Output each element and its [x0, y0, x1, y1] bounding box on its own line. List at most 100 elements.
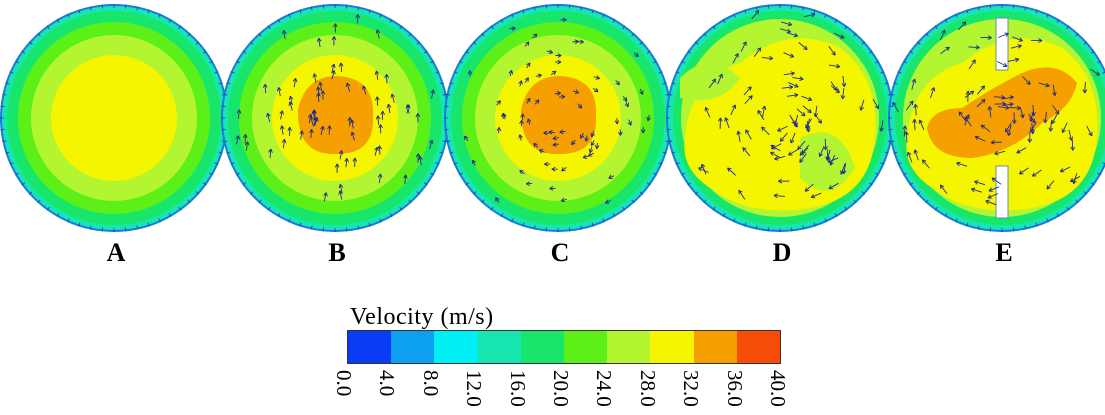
velocity-vector [912, 118, 917, 131]
velocity-vector [998, 32, 1009, 38]
velocity-vector [549, 186, 556, 191]
velocity-vector [798, 42, 808, 50]
colorbar-swatch [477, 331, 521, 363]
rim-vector [230, 71, 235, 74]
velocity-vector [796, 108, 806, 117]
rim-vector [1083, 191, 1087, 195]
velocity-vector [708, 78, 716, 89]
baffle-top [995, 17, 1009, 71]
velocity-vector [554, 91, 561, 96]
contour-panel-c [444, 4, 672, 232]
velocity-vector [828, 46, 836, 56]
rim-vector [844, 206, 848, 211]
velocity-vector [560, 197, 567, 203]
colorbar-tick-label: 28.0 [635, 370, 660, 407]
velocity-vector [1031, 169, 1042, 177]
velocity-vector [872, 98, 879, 110]
rim-vector [136, 6, 139, 11]
velocity-vector [1002, 95, 1014, 100]
rim-vector [209, 172, 213, 176]
rim-vector [966, 222, 969, 227]
velocity-vector [535, 73, 542, 78]
rim-vector [722, 19, 726, 23]
rim-vector [1075, 33, 1079, 37]
velocity-vector [312, 73, 318, 83]
rim-vector [473, 191, 477, 195]
velocity-vector [588, 146, 594, 154]
rim-vector [439, 82, 444, 85]
velocity-vector [757, 110, 765, 120]
colorbar-swatch [736, 331, 781, 363]
rim-vector [408, 33, 412, 37]
rim-vector [861, 191, 865, 195]
velocity-vector [622, 96, 628, 102]
rim-vector [250, 191, 254, 195]
rim-vector [1066, 206, 1070, 211]
rim-vector [612, 19, 616, 23]
colorbar-swatch [434, 331, 478, 363]
rim-vector [399, 25, 403, 30]
colorbar-tick-label: 8.0 [418, 370, 443, 397]
velocity-vector [377, 173, 383, 183]
velocity-vector [904, 131, 909, 143]
velocity-vector [1059, 166, 1071, 173]
velocity-vector [593, 75, 600, 80]
rim-vector [880, 162, 885, 165]
velocity-vector [724, 117, 730, 129]
velocity-vector [292, 77, 298, 88]
rim-vector [236, 172, 240, 176]
rim-vector [668, 140, 673, 143]
velocity-vector [555, 53, 562, 58]
velocity-vector [1029, 110, 1034, 122]
rim-vector [250, 41, 254, 45]
velocity-vector [307, 113, 313, 124]
velocity-vector [334, 163, 340, 173]
rim-vector [37, 33, 41, 37]
velocity-vector [1007, 57, 1020, 63]
velocity-vector [996, 61, 1008, 67]
colorbar-swatch [693, 331, 737, 363]
velocity-vector [990, 140, 1003, 145]
velocity-vector [814, 114, 822, 124]
velocity-vector [519, 120, 524, 127]
rim-vector [662, 82, 667, 85]
rim-vector [435, 162, 440, 165]
rim-vector [687, 182, 692, 186]
rim-vector [802, 6, 805, 11]
rim-vector [37, 199, 41, 203]
rim-vector [712, 25, 716, 30]
rim-vector [1056, 19, 1060, 23]
velocity-vector [1011, 112, 1017, 124]
rim-vector [893, 82, 898, 85]
rim-vector [236, 60, 240, 64]
velocity-vector [520, 113, 525, 120]
rim-vector [977, 225, 980, 230]
velocity-vector [496, 127, 502, 134]
velocity-vector [518, 134, 523, 141]
velocity-vector [571, 139, 576, 146]
velocity-vector [1061, 122, 1068, 134]
velocity-vector [778, 178, 790, 184]
velocity-vector [804, 183, 814, 192]
rim-vector [875, 172, 879, 176]
velocity-vector [350, 131, 356, 141]
velocity-vector [331, 63, 336, 73]
velocity-vector [544, 161, 551, 167]
rim-vector [580, 225, 583, 230]
rim-vector [5, 82, 10, 85]
velocity-vector [299, 130, 304, 140]
velocity-vector [913, 104, 918, 116]
velocity-vector [770, 151, 781, 158]
velocity-vector [384, 73, 389, 84]
rim-vector [2, 140, 7, 143]
rim-vector [439, 151, 444, 154]
rim-vector [646, 182, 651, 186]
rim-vector [446, 93, 451, 96]
velocity-vector [415, 113, 421, 123]
velocity-vector [519, 170, 525, 175]
rim-vector [695, 41, 699, 45]
panel-label-e: E [995, 238, 1013, 267]
rim-vector [1083, 41, 1087, 45]
colorbar-swatch [650, 331, 694, 363]
region-28 [800, 132, 855, 191]
